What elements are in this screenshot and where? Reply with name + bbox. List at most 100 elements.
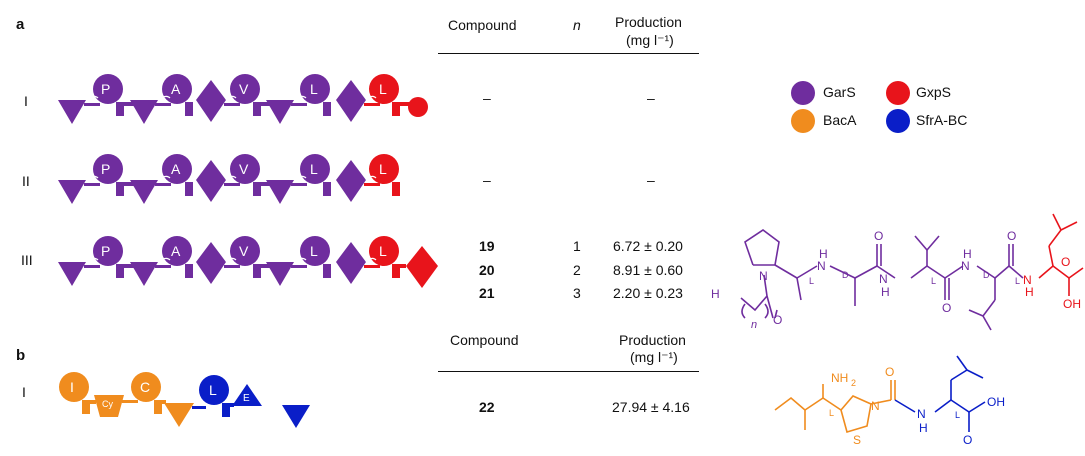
- row-label-III: III: [21, 252, 33, 268]
- t-domain-shape: [253, 102, 261, 116]
- legend-label-gars: GarS: [823, 84, 856, 100]
- legend-swatch-gars: [791, 81, 815, 105]
- linker-shape: [155, 103, 171, 106]
- table-a-cell: 8.91 ± 0.60: [613, 262, 683, 278]
- panel-b-letter: b: [16, 347, 26, 364]
- assembly-row-II: [58, 154, 400, 204]
- module-label: I: [70, 379, 74, 395]
- e-domain-shape: [196, 80, 226, 122]
- table-a-cell: –: [647, 172, 655, 188]
- o-atom-label: O: [885, 365, 894, 379]
- module-label: A: [171, 243, 181, 259]
- table-a-cell: 6.72 ± 0.20: [613, 238, 683, 254]
- module-label: P: [101, 243, 111, 259]
- peptide-structure: [740, 229, 1024, 331]
- e-domain-shape: [336, 80, 366, 122]
- leucine-b-structure: [894, 355, 986, 432]
- module-label: A: [171, 161, 181, 177]
- table-a-cell: 3: [573, 285, 581, 301]
- stereo-label: L: [955, 410, 960, 420]
- stereo-label: L: [931, 276, 936, 286]
- o-atom-label: O: [773, 313, 782, 327]
- o-atom-label: O: [963, 433, 972, 447]
- c-domain-shape: [58, 100, 86, 124]
- module-label: L: [209, 382, 217, 398]
- oh-label: OH: [987, 395, 1005, 409]
- linker-shape: [291, 103, 307, 106]
- module-label: E: [243, 393, 250, 404]
- h-atom-label: H: [819, 247, 828, 261]
- s-atom-label: S: [853, 433, 861, 447]
- stereo-label: L: [809, 276, 814, 286]
- t-domain-shape: [185, 102, 193, 116]
- h-atom-label: H: [919, 421, 928, 435]
- h-atom-label: H: [711, 287, 720, 301]
- table-a-cell: 2: [573, 262, 581, 278]
- module-label: P: [101, 161, 111, 177]
- o-atom-label: O: [1007, 229, 1016, 243]
- assembly-row-III: [58, 236, 438, 288]
- t-domain-shape: [116, 102, 124, 116]
- n-atom-label: N: [871, 399, 880, 413]
- assembly-row-b: [59, 372, 310, 428]
- module-label: C: [140, 379, 151, 395]
- o-atom-label: O: [874, 229, 883, 243]
- row-label-I: I: [24, 93, 28, 109]
- t-domain-shape: [323, 102, 331, 116]
- module-label: V: [239, 161, 249, 177]
- legend-label-gxps: GxpS: [916, 84, 952, 100]
- panel-a-letter: a: [16, 16, 25, 33]
- table-b-header-production: Production: [619, 332, 686, 348]
- assembly-row-I: [58, 74, 428, 124]
- c-domain-shape: [130, 100, 158, 124]
- cy-domain-shape: [94, 395, 124, 417]
- oh-label: OH: [1063, 297, 1081, 311]
- t-domain-shape: [392, 102, 400, 116]
- table-b-header-compound: Compound: [450, 332, 519, 348]
- assembly-lines: [58, 74, 438, 428]
- o-atom-label: O: [1061, 255, 1070, 269]
- module-label: V: [239, 81, 249, 97]
- c-domain-shape: [266, 100, 294, 124]
- module-labels: P A V L L P A V L L P A V L L I Cy C L E: [0, 0, 440, 456]
- table-a-header-compound: Compound: [448, 17, 517, 33]
- table-a-rule: [438, 53, 699, 54]
- linker-shape: [84, 103, 100, 106]
- module-label: L: [310, 243, 318, 259]
- table-a-cell: –: [647, 90, 655, 106]
- table-b-cell: 27.94 ± 4.16: [612, 399, 690, 415]
- linker-shape: [253, 102, 273, 106]
- o-atom-label: O: [942, 301, 951, 315]
- module-label: L: [310, 81, 318, 97]
- linker-shape: [224, 103, 240, 106]
- chemical-structures: H n O N L N H D O N H L O N H D O L N H …: [711, 213, 1084, 447]
- module-label: L: [379, 161, 387, 177]
- h-atom-label: H: [963, 247, 972, 261]
- table-a-cell: 1: [573, 238, 581, 254]
- legend-label-baca: BacA: [823, 112, 857, 128]
- legend-swatch-baca: [791, 109, 815, 133]
- stereo-label: L: [1015, 276, 1020, 286]
- table-a-header-n: n: [573, 17, 581, 33]
- linker-shape: [392, 102, 412, 106]
- a-domain-shape: [93, 74, 123, 104]
- module-label: V: [239, 243, 249, 259]
- linker-shape: [116, 102, 138, 106]
- table-a-cell: –: [483, 172, 491, 188]
- table-b-cell: 22: [479, 399, 495, 415]
- stereo-label: D: [983, 270, 990, 280]
- table-a-header-production: Production: [615, 14, 682, 30]
- n-atom-label: N: [879, 272, 888, 286]
- table-a-cell: 19: [479, 238, 495, 254]
- legend-label-sfrabc: SfrA-BC: [916, 112, 968, 128]
- module-label: L: [379, 243, 387, 259]
- a-domain-shape: [162, 74, 192, 104]
- module-label: L: [379, 81, 387, 97]
- a-domain-shape: [369, 74, 399, 104]
- te-domain-shape: [408, 97, 428, 117]
- leucine-structure: [1038, 213, 1084, 296]
- table-a-cell: 21: [479, 285, 495, 301]
- table-a-cell: –: [483, 90, 491, 106]
- subscript-n-label: n: [751, 319, 757, 331]
- row-label-b-I: I: [22, 384, 26, 400]
